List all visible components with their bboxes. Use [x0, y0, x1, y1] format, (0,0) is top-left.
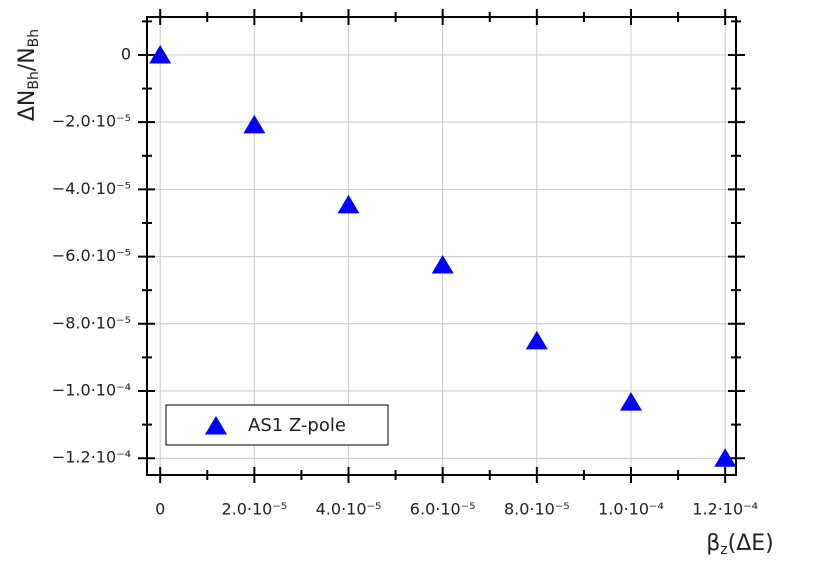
data-point [525, 330, 548, 350]
x-tick-label: 4.0·10⁻⁵ [316, 500, 382, 519]
y-label-part: /N [15, 47, 40, 71]
x-tick-label: 6.0·10⁻⁵ [410, 500, 476, 519]
x-label-part: (ΔE) [728, 531, 774, 556]
y-label-sub: Bh [26, 71, 42, 89]
data-point [431, 254, 454, 274]
x-tick-label: 2.0·10⁻⁵ [221, 500, 287, 519]
y-tick-label: −4.0·10⁻⁵ [52, 179, 131, 198]
y-tick-label: 0 [121, 44, 131, 63]
legend-box [165, 404, 389, 446]
y-tick-label: −1.2·10⁻⁴ [52, 448, 131, 467]
legend-label: AS1 Z-pole [248, 415, 346, 436]
plot-frame [146, 16, 737, 476]
x-axis-label: βz(ΔE) [706, 531, 774, 558]
y-tick-label: −2.0·10⁻⁵ [52, 112, 131, 131]
x-tick-label: 1.0·10⁻⁴ [598, 500, 664, 519]
data-point [337, 194, 360, 214]
data-point [149, 44, 172, 64]
x-label-sub: z [720, 542, 727, 558]
x-tick-label: 0 [155, 500, 165, 519]
data-point [714, 448, 737, 467]
x-tick-label: 1.2·10⁻⁴ [692, 500, 758, 519]
y-tick-label: −6.0·10⁻⁵ [52, 246, 131, 265]
data-point [620, 392, 643, 411]
data-point [243, 114, 266, 134]
y-label-part: ΔN [15, 90, 40, 122]
legend-marker [205, 416, 227, 435]
x-tick-label: 8.0·10⁻⁵ [504, 500, 570, 519]
y-label-sub: Bh [26, 29, 42, 47]
y-tick-label: −8.0·10⁻⁵ [52, 313, 131, 332]
x-label-part: β [706, 531, 720, 556]
y-axis-label: ΔNBh/NBh [15, 29, 42, 121]
y-tick-label: −1.0·10⁻⁴ [52, 380, 131, 399]
